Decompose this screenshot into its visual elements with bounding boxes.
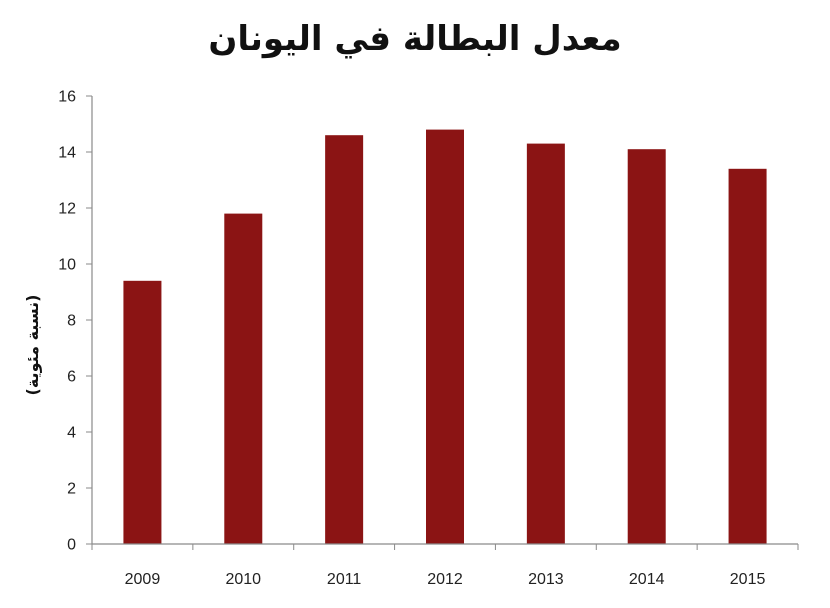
y-axis-label: (نسبة مئوية) — [23, 295, 42, 396]
y-tick-label-10: 10 — [58, 257, 76, 274]
bar-2010 — [224, 213, 263, 544]
bars — [123, 129, 767, 545]
y-tick-label-4: 4 — [67, 425, 76, 442]
y-tick-label-14: 14 — [58, 145, 76, 162]
x-tick-label-2012: 2012 — [427, 571, 463, 588]
x-tick-label-2009: 2009 — [125, 571, 161, 588]
x-tick-label-2013: 2013 — [528, 571, 564, 588]
bar-2015 — [728, 168, 767, 545]
x-tick-label-2010: 2010 — [225, 571, 261, 588]
bar-2012 — [426, 129, 464, 544]
y-tick-label-0: 0 — [67, 537, 76, 554]
y-tick-label-12: 12 — [58, 201, 76, 218]
y-tick-label-6: 6 — [67, 369, 76, 386]
bar-2013 — [526, 143, 565, 544]
bar-2009 — [123, 280, 162, 544]
y-axis-ticks: 0 2 4 6 8 10 12 14 16 — [58, 89, 92, 554]
x-tick-label-2015: 2015 — [730, 571, 766, 588]
y-tick-label-8: 8 — [67, 313, 76, 330]
x-tick-label-2011: 2011 — [327, 571, 362, 588]
bar-2014 — [627, 149, 666, 544]
chart-title: معدل البطالة في اليونان — [208, 19, 621, 59]
y-tick-label-2: 2 — [67, 481, 76, 498]
x-axis-ticks: 2009 2010 2011 2012 2013 2014 2015 — [91, 544, 799, 588]
x-tick-label-2014: 2014 — [629, 571, 665, 588]
y-tick-label-16: 16 — [58, 89, 76, 106]
bar-2011 — [325, 135, 364, 544]
